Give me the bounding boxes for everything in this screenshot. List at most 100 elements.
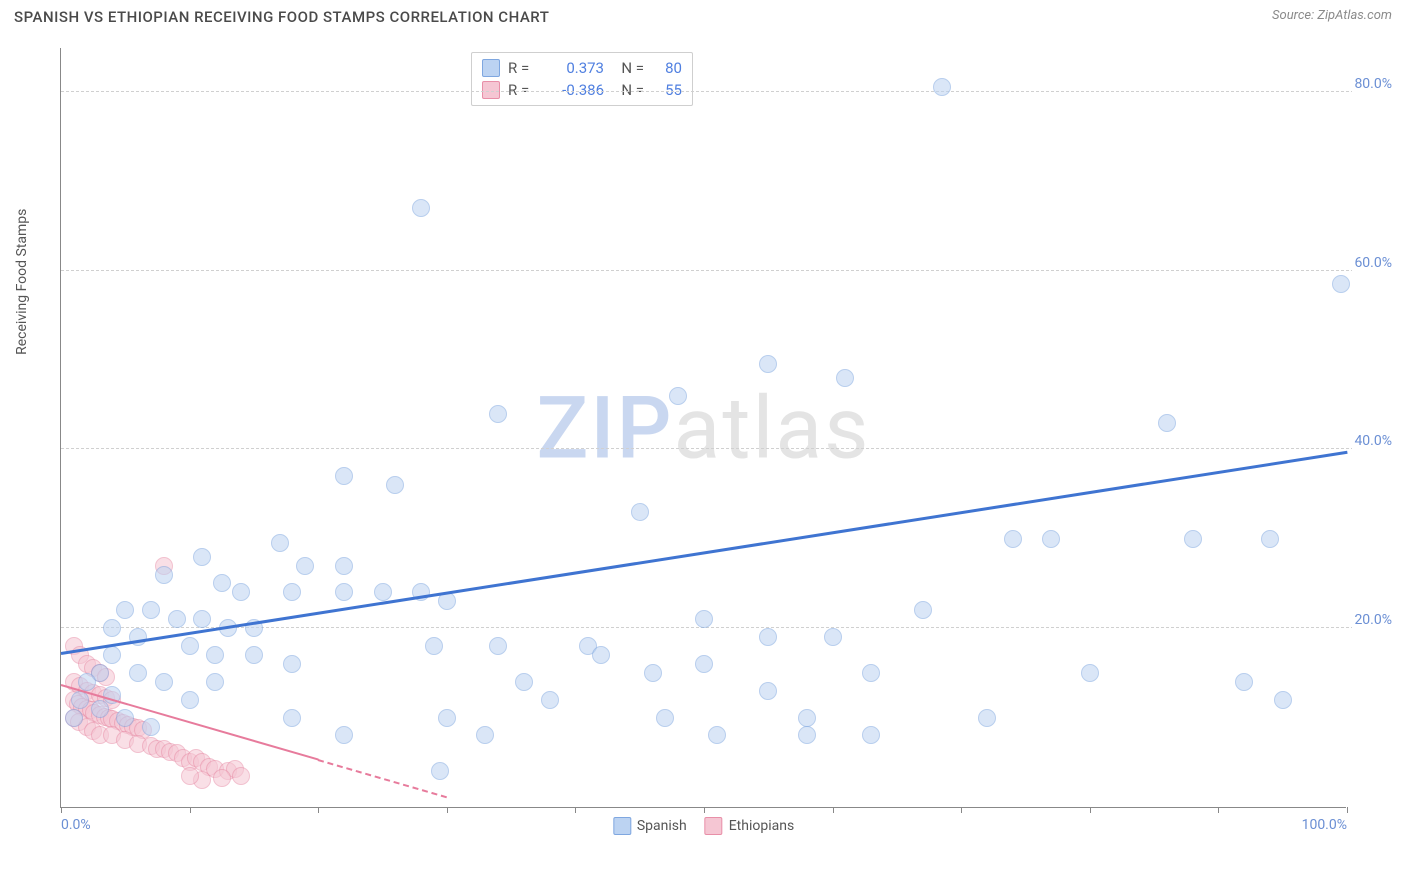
data-point-spanish: [245, 646, 263, 664]
data-point-spanish: [1081, 664, 1099, 682]
data-point-spanish: [431, 762, 449, 780]
data-point-spanish: [1274, 691, 1292, 709]
data-point-spanish: [335, 557, 353, 575]
trend-line-dashed: [318, 759, 447, 798]
data-point-spanish: [862, 664, 880, 682]
chart-header: SPANISH VS ETHIOPIAN RECEIVING FOOD STAM…: [0, 0, 1406, 26]
series-legend-item: Ethiopians: [705, 817, 794, 835]
y-axis-label: Receiving Food Stamps: [14, 209, 30, 355]
data-point-spanish: [213, 574, 231, 592]
scatter-chart: ZIPatlas R =0.373N =80R =-0.386N =55 Spa…: [60, 48, 1346, 808]
data-point-ethiopians: [232, 767, 250, 785]
data-point-spanish: [1184, 530, 1202, 548]
data-point-spanish: [335, 583, 353, 601]
data-point-spanish: [296, 557, 314, 575]
y-tick-label: 40.0%: [1352, 433, 1394, 449]
data-point-spanish: [798, 709, 816, 727]
data-point-spanish: [91, 700, 109, 718]
data-point-ethiopians: [181, 767, 199, 785]
legend-n-value: 80: [652, 59, 682, 77]
data-point-spanish: [425, 637, 443, 655]
data-point-spanish: [824, 628, 842, 646]
data-point-spanish: [155, 673, 173, 691]
data-point-spanish: [438, 709, 456, 727]
gridline: [61, 448, 1394, 449]
data-point-spanish: [669, 387, 687, 405]
data-point-spanish: [232, 583, 250, 601]
data-point-spanish: [914, 601, 932, 619]
data-point-spanish: [541, 691, 559, 709]
data-point-spanish: [374, 583, 392, 601]
data-point-spanish: [862, 726, 880, 744]
data-point-spanish: [644, 664, 662, 682]
data-point-spanish: [335, 726, 353, 744]
data-point-spanish: [978, 709, 996, 727]
data-point-spanish: [181, 637, 199, 655]
data-point-spanish: [933, 78, 951, 96]
data-point-spanish: [759, 682, 777, 700]
data-point-spanish: [695, 610, 713, 628]
data-point-ethiopians: [213, 769, 231, 787]
y-tick-label: 60.0%: [1352, 255, 1394, 271]
legend-swatch: [705, 817, 723, 835]
data-point-spanish: [78, 673, 96, 691]
series-legend-label: Ethiopians: [729, 818, 794, 834]
x-tick: [447, 807, 448, 813]
data-point-spanish: [489, 405, 507, 423]
chart-source: Source: ZipAtlas.com: [1272, 8, 1392, 23]
gridline: [61, 270, 1394, 271]
data-point-spanish: [193, 610, 211, 628]
data-point-spanish: [1235, 673, 1253, 691]
x-tick: [833, 807, 834, 813]
data-point-spanish: [103, 619, 121, 637]
data-point-spanish: [168, 610, 186, 628]
correlation-legend: R =0.373N =80R =-0.386N =55: [471, 52, 693, 106]
x-tick: [318, 807, 319, 813]
data-point-spanish: [142, 601, 160, 619]
data-point-spanish: [129, 664, 147, 682]
legend-swatch: [613, 817, 631, 835]
legend-row: R =0.373N =80: [482, 57, 682, 79]
data-point-spanish: [386, 476, 404, 494]
data-point-spanish: [1042, 530, 1060, 548]
data-point-spanish: [283, 709, 301, 727]
data-point-spanish: [206, 673, 224, 691]
series-legend: Spanish Ethiopians: [613, 817, 794, 835]
data-point-spanish: [798, 726, 816, 744]
series-legend-label: Spanish: [637, 818, 687, 834]
data-point-spanish: [759, 355, 777, 373]
data-point-spanish: [836, 369, 854, 387]
data-point-spanish: [1261, 530, 1279, 548]
data-point-spanish: [708, 726, 726, 744]
data-point-spanish: [412, 199, 430, 217]
data-point-spanish: [1158, 414, 1176, 432]
data-point-spanish: [116, 709, 134, 727]
x-tick: [575, 807, 576, 813]
data-point-spanish: [116, 601, 134, 619]
chart-title: SPANISH VS ETHIOPIAN RECEIVING FOOD STAM…: [14, 8, 549, 26]
data-point-spanish: [206, 646, 224, 664]
data-point-spanish: [656, 709, 674, 727]
data-point-spanish: [1004, 530, 1022, 548]
x-tick-label: 100.0%: [1302, 817, 1347, 833]
series-legend-item: Spanish: [613, 817, 687, 835]
x-tick: [1090, 807, 1091, 813]
data-point-spanish: [489, 637, 507, 655]
data-point-spanish: [1332, 275, 1350, 293]
x-tick: [1218, 807, 1219, 813]
legend-swatch: [482, 59, 500, 77]
data-point-spanish: [335, 467, 353, 485]
x-tick: [1347, 807, 1348, 813]
x-tick-label: 0.0%: [61, 817, 91, 833]
data-point-spanish: [476, 726, 494, 744]
data-point-spanish: [631, 503, 649, 521]
x-tick: [961, 807, 962, 813]
legend-r-label: R =: [508, 59, 536, 77]
legend-n-label: N =: [612, 59, 644, 77]
data-point-spanish: [65, 709, 83, 727]
data-point-spanish: [592, 646, 610, 664]
data-point-spanish: [695, 655, 713, 673]
data-point-spanish: [271, 534, 289, 552]
x-tick: [704, 807, 705, 813]
data-point-spanish: [759, 628, 777, 646]
